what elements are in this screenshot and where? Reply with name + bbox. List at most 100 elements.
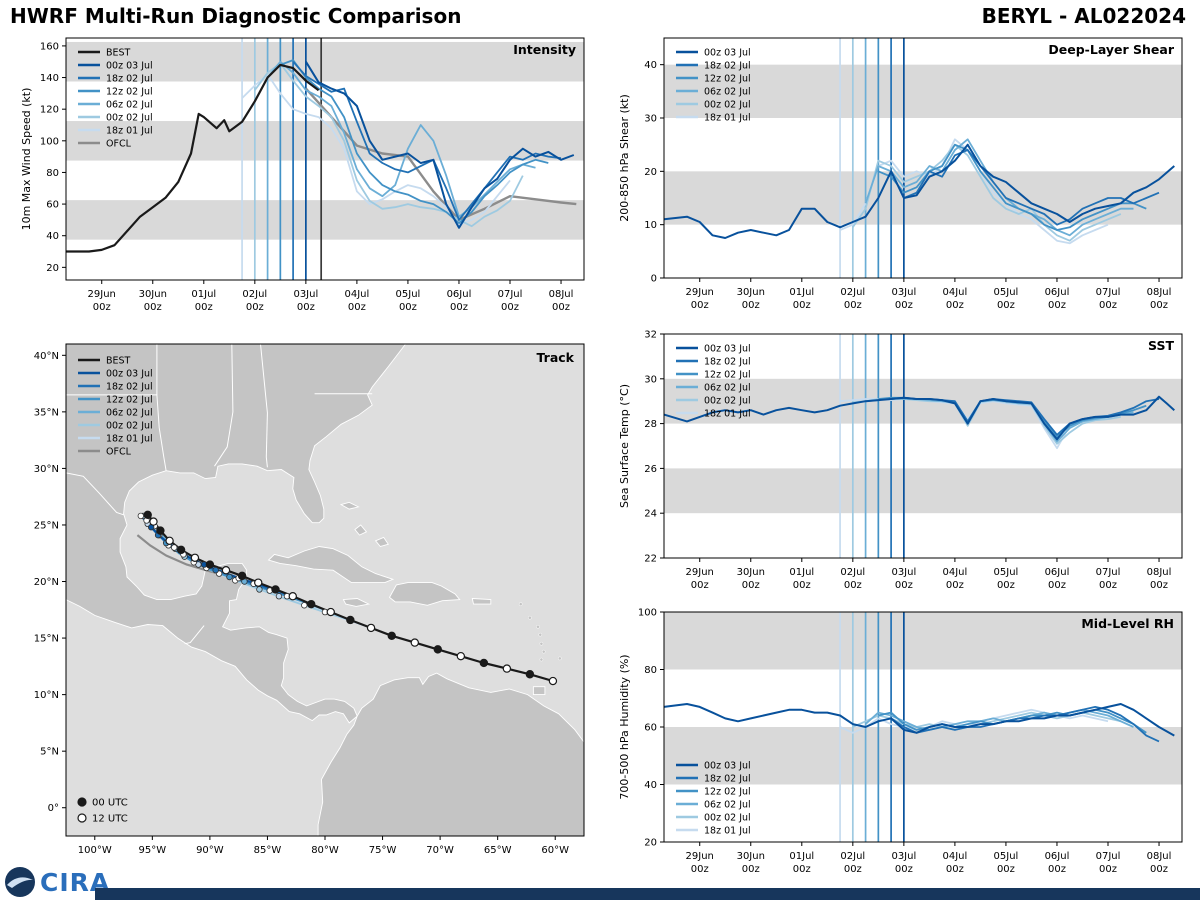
svg-text:28: 28 (644, 419, 657, 430)
footer-bar (95, 888, 1200, 900)
track-map: 100°W 95°W 90°W 85°W 80°W 75°W 70°W 65°W 60°W 0° 5… (34, 343, 585, 856)
svg-text:Sea Surface Temp (°C): Sea Surface Temp (°C) (618, 384, 631, 508)
svg-text:08Jul: 08Jul (549, 289, 574, 300)
svg-text:00z 02 Jul: 00z 02 Jul (106, 113, 153, 124)
svg-text:18z 02 Jul: 18z 02 Jul (704, 61, 751, 72)
svg-text:0: 0 (651, 274, 657, 285)
svg-text:29Jun: 29Jun (686, 287, 714, 298)
svg-text:29Jun: 29Jun (686, 567, 714, 578)
svg-text:01Jul: 01Jul (789, 287, 814, 298)
svg-text:25°N: 25°N (34, 520, 59, 531)
svg-text:00 UTC: 00 UTC (92, 798, 128, 809)
svg-text:20: 20 (644, 838, 657, 849)
svg-text:03Jul: 03Jul (891, 567, 916, 578)
svg-text:00z: 00z (844, 300, 862, 311)
svg-text:24: 24 (644, 509, 657, 520)
svg-text:00z: 00z (742, 580, 760, 591)
svg-text:08Jul: 08Jul (1147, 851, 1172, 862)
svg-text:BEST: BEST (106, 48, 131, 59)
svg-text:30Jun: 30Jun (139, 289, 167, 300)
svg-text:140: 140 (40, 73, 59, 84)
svg-text:01Jul: 01Jul (789, 851, 814, 862)
svg-text:29Jun: 29Jun (88, 289, 116, 300)
svg-text:SST: SST (1148, 338, 1174, 353)
svg-text:90°W: 90°W (196, 845, 224, 856)
svg-text:08Jul: 08Jul (1147, 287, 1172, 298)
svg-text:06z 02 Jul: 06z 02 Jul (704, 800, 751, 811)
svg-text:00z: 00z (348, 302, 366, 313)
svg-text:02Jul: 02Jul (242, 289, 267, 300)
svg-text:00z 03 Jul: 00z 03 Jul (704, 48, 751, 59)
storm-title: BERYL - AL022024 (981, 4, 1186, 28)
svg-text:00z 02 Jul: 00z 02 Jul (106, 421, 153, 432)
svg-text:01Jul: 01Jul (789, 567, 814, 578)
svg-text:80°W: 80°W (311, 845, 339, 856)
svg-text:00z 03 Jul: 00z 03 Jul (106, 61, 153, 72)
svg-text:00z: 00z (691, 300, 709, 311)
svg-text:85°W: 85°W (254, 845, 282, 856)
svg-text:05Jul: 05Jul (994, 567, 1019, 578)
svg-text:75°W: 75°W (369, 845, 397, 856)
svg-text:00z: 00z (552, 302, 570, 313)
svg-text:00z: 00z (195, 302, 213, 313)
svg-text:00z: 00z (1099, 580, 1117, 591)
svg-text:02Jul: 02Jul (840, 567, 865, 578)
svg-text:60: 60 (46, 200, 59, 211)
svg-text:22: 22 (644, 554, 657, 565)
svg-text:00z: 00z (895, 580, 913, 591)
svg-text:04Jul: 04Jul (942, 567, 967, 578)
svg-text:07Jul: 07Jul (1096, 567, 1121, 578)
svg-text:15°N: 15°N (34, 634, 59, 645)
svg-text:100°W: 100°W (78, 845, 112, 856)
svg-text:0°: 0° (48, 803, 59, 814)
svg-text:04Jul: 04Jul (942, 851, 967, 862)
svg-text:00z: 00z (399, 302, 417, 313)
svg-text:BEST: BEST (106, 356, 131, 367)
svg-text:00z: 00z (946, 300, 964, 311)
svg-text:00z: 00z (1048, 580, 1066, 591)
svg-text:00z: 00z (246, 302, 264, 313)
svg-text:30°N: 30°N (34, 464, 59, 475)
svg-text:04Jul: 04Jul (942, 287, 967, 298)
svg-text:200-850 hPa Shear (kt): 200-850 hPa Shear (kt) (618, 94, 631, 222)
svg-text:06Jul: 06Jul (1045, 287, 1070, 298)
svg-text:06z 02 Jul: 06z 02 Jul (704, 87, 751, 98)
svg-text:80: 80 (644, 665, 657, 676)
sst-chart: 22 24 26 28 30 32 29Jun 00z 30Jun 00z 01Jul 00z 02Ju… (618, 330, 1183, 591)
svg-text:100: 100 (40, 136, 59, 147)
svg-text:18z 02 Jul: 18z 02 Jul (106, 74, 153, 85)
svg-text:65°W: 65°W (484, 845, 512, 856)
svg-text:30: 30 (644, 114, 657, 125)
svg-text:00z: 00z (793, 300, 811, 311)
page-title: HWRF Multi-Run Diagnostic Comparison (10, 4, 462, 28)
svg-text:35°N: 35°N (34, 407, 59, 418)
svg-text:70°W: 70°W (426, 845, 454, 856)
svg-text:00z: 00z (93, 302, 111, 313)
intensity-chart: 20 40 60 80 100 120 140 160 29Jun 00z 30Jun 00z 01Ju… (20, 37, 585, 313)
svg-text:05Jul: 05Jul (994, 287, 1019, 298)
svg-text:00z: 00z (844, 864, 862, 875)
svg-text:30Jun: 30Jun (737, 287, 765, 298)
svg-text:06z 02 Jul: 06z 02 Jul (106, 408, 153, 419)
svg-text:02Jul: 02Jul (840, 287, 865, 298)
svg-text:00z: 00z (793, 580, 811, 591)
svg-text:Deep-Layer Shear: Deep-Layer Shear (1048, 42, 1174, 57)
svg-text:18z 01 Jul: 18z 01 Jul (704, 826, 751, 837)
svg-text:04Jul: 04Jul (344, 289, 369, 300)
svg-text:00z: 00z (895, 864, 913, 875)
svg-text:12z 02 Jul: 12z 02 Jul (704, 787, 751, 798)
svg-text:00z: 00z (297, 302, 315, 313)
svg-text:Mid-Level RH: Mid-Level RH (1081, 616, 1174, 631)
svg-text:00z 03 Jul: 00z 03 Jul (106, 369, 153, 380)
svg-text:26: 26 (644, 464, 657, 475)
svg-text:160: 160 (40, 41, 59, 52)
svg-text:06Jul: 06Jul (1045, 567, 1070, 578)
svg-text:00z: 00z (501, 302, 519, 313)
svg-text:00z: 00z (691, 864, 709, 875)
svg-text:100: 100 (638, 608, 657, 619)
svg-text:00z: 00z (1099, 864, 1117, 875)
svg-text:02Jul: 02Jul (840, 851, 865, 862)
svg-text:60°W: 60°W (541, 845, 569, 856)
svg-text:00z: 00z (997, 580, 1015, 591)
svg-text:18z 02 Jul: 18z 02 Jul (704, 357, 751, 368)
